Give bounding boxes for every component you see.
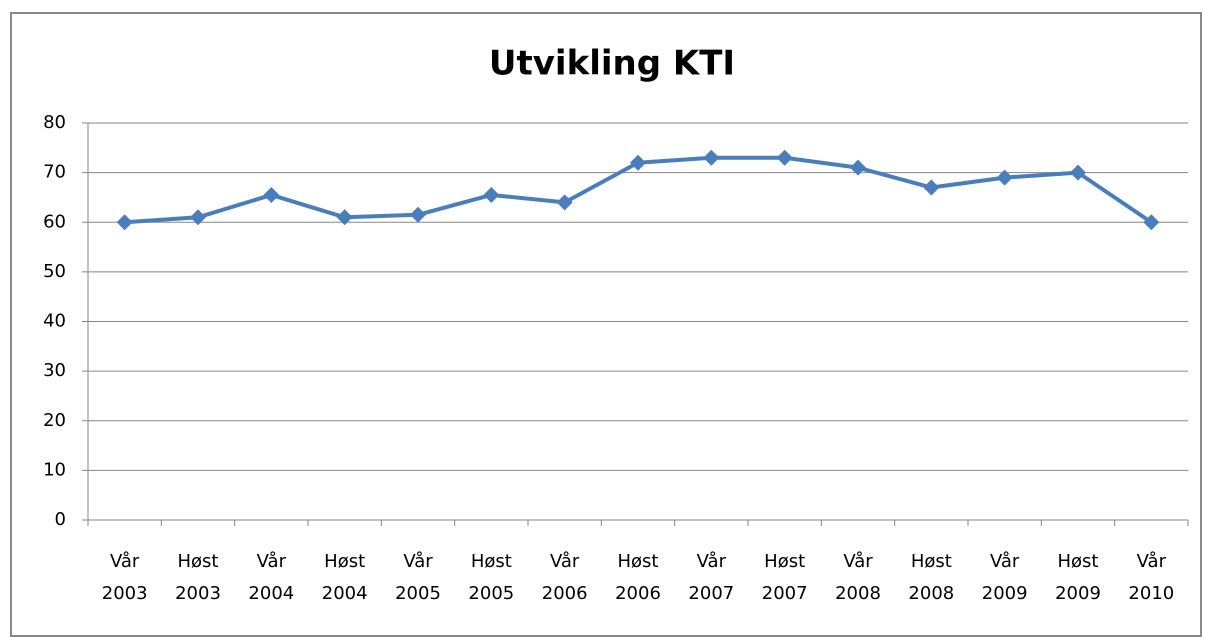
marker [116, 214, 133, 231]
x-tick-label: Høst 2006 [615, 551, 661, 604]
x-tick-label: Høst 2005 [468, 551, 515, 604]
chart-title: Utvikling KTI [489, 44, 735, 84]
marker [410, 206, 426, 223]
marker [263, 186, 280, 203]
y-tick-label: 50 [43, 261, 66, 282]
y-tick-label: 60 [43, 211, 66, 232]
x-tick-label: Vår 2005 [395, 551, 441, 604]
marker [630, 154, 646, 171]
marker [190, 209, 206, 226]
x-tick-label: Vår 2003 [101, 551, 148, 604]
marker [483, 186, 500, 203]
y-tick-label: 30 [43, 360, 66, 381]
y-tick-label: 80 [43, 112, 66, 133]
x-tick-label: Høst 2008 [908, 551, 955, 604]
x-tick-label: Høst 2009 [1055, 551, 1101, 604]
x-tick-label: Vår 2008 [835, 551, 881, 604]
y-tick-label: 0 [55, 509, 66, 530]
x-tick-label: Høst 2007 [761, 551, 808, 604]
x-tick-label: Vår 2010 [1128, 551, 1175, 604]
x-tick-label: Vår 2004 [248, 551, 295, 604]
marker [850, 159, 866, 176]
y-tick-label: 40 [43, 311, 66, 332]
marker [923, 179, 940, 196]
marker [336, 209, 353, 226]
marker [1143, 214, 1160, 231]
x-tick-label: Vår 2009 [981, 551, 1028, 604]
x-tick-label: Høst 2003 [175, 551, 221, 604]
marker [556, 194, 573, 211]
x-tick-label: Høst 2004 [321, 551, 368, 604]
x-tick-label: Vår 2006 [541, 551, 588, 604]
x-tick-label: Vår 2007 [688, 551, 735, 604]
y-tick-label: 10 [43, 459, 66, 480]
marker [776, 149, 793, 166]
marker [1070, 164, 1086, 181]
y-tick-label: 70 [43, 162, 66, 183]
marker [996, 169, 1013, 186]
marker [703, 149, 720, 166]
y-tick-label: 20 [43, 410, 66, 431]
